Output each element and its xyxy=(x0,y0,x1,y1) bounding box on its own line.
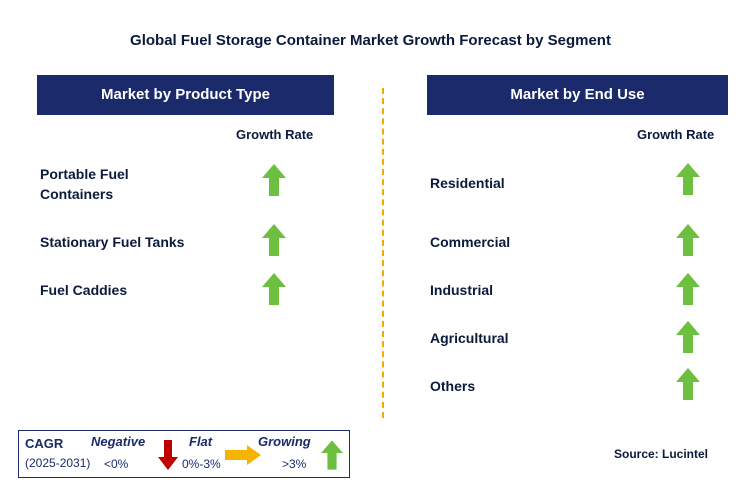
up-arrow-icon xyxy=(676,224,700,256)
product-type-label-stationary: Stationary Fuel Tanks xyxy=(40,234,185,250)
up-arrow-icon xyxy=(676,321,700,353)
product-type-label-portable-line2: Containers xyxy=(40,186,114,202)
product-type-label-caddies: Fuel Caddies xyxy=(40,282,128,298)
end-use-label-residential: Residential xyxy=(430,175,505,191)
product-type-label-portable-line1: Portable Fuel xyxy=(40,166,129,182)
end-use-label-agricultural: Agricultural xyxy=(430,330,509,346)
end-use-label-industrial: Industrial xyxy=(430,282,494,298)
product-type-header: Market by Product Type xyxy=(37,75,334,115)
product-type-growth-rate-header: Growth Rate xyxy=(236,127,314,142)
chart-title: Global Fuel Storage Container Market Gro… xyxy=(130,32,611,49)
end-use-label-commercial: Commercial xyxy=(430,234,511,250)
legend-growing-range: >3% xyxy=(282,457,307,471)
legend xyxy=(18,430,350,478)
up-arrow-icon xyxy=(676,163,700,195)
legend-cagr-label: CAGR xyxy=(25,436,64,451)
legend-flat-range: 0%-3% xyxy=(182,457,221,471)
up-arrow-icon xyxy=(676,273,700,305)
up-arrow-icon xyxy=(262,224,286,256)
legend-flat-label: Flat xyxy=(189,434,213,449)
up-arrow-icon xyxy=(676,368,700,400)
legend-period: (2025-2031) xyxy=(25,456,91,470)
up-arrow-icon xyxy=(321,440,343,470)
source-note: Source: Lucintel xyxy=(614,447,709,461)
legend-growing-label: Growing xyxy=(258,434,311,449)
end-use-header: Market by End Use xyxy=(427,75,728,115)
down-arrow-icon xyxy=(158,440,178,470)
end-use-label-others: Others xyxy=(430,378,476,394)
panel-divider xyxy=(382,88,384,418)
up-arrow-icon xyxy=(262,273,286,305)
product-type-row-portable: Portable Fuel Containers xyxy=(40,164,129,204)
right-arrow-icon xyxy=(225,445,261,465)
end-use-growth-rate-header: Growth Rate xyxy=(637,127,715,142)
up-arrow-icon xyxy=(262,164,286,196)
legend-negative-label: Negative xyxy=(91,434,146,449)
legend-negative-range: <0% xyxy=(104,457,129,471)
